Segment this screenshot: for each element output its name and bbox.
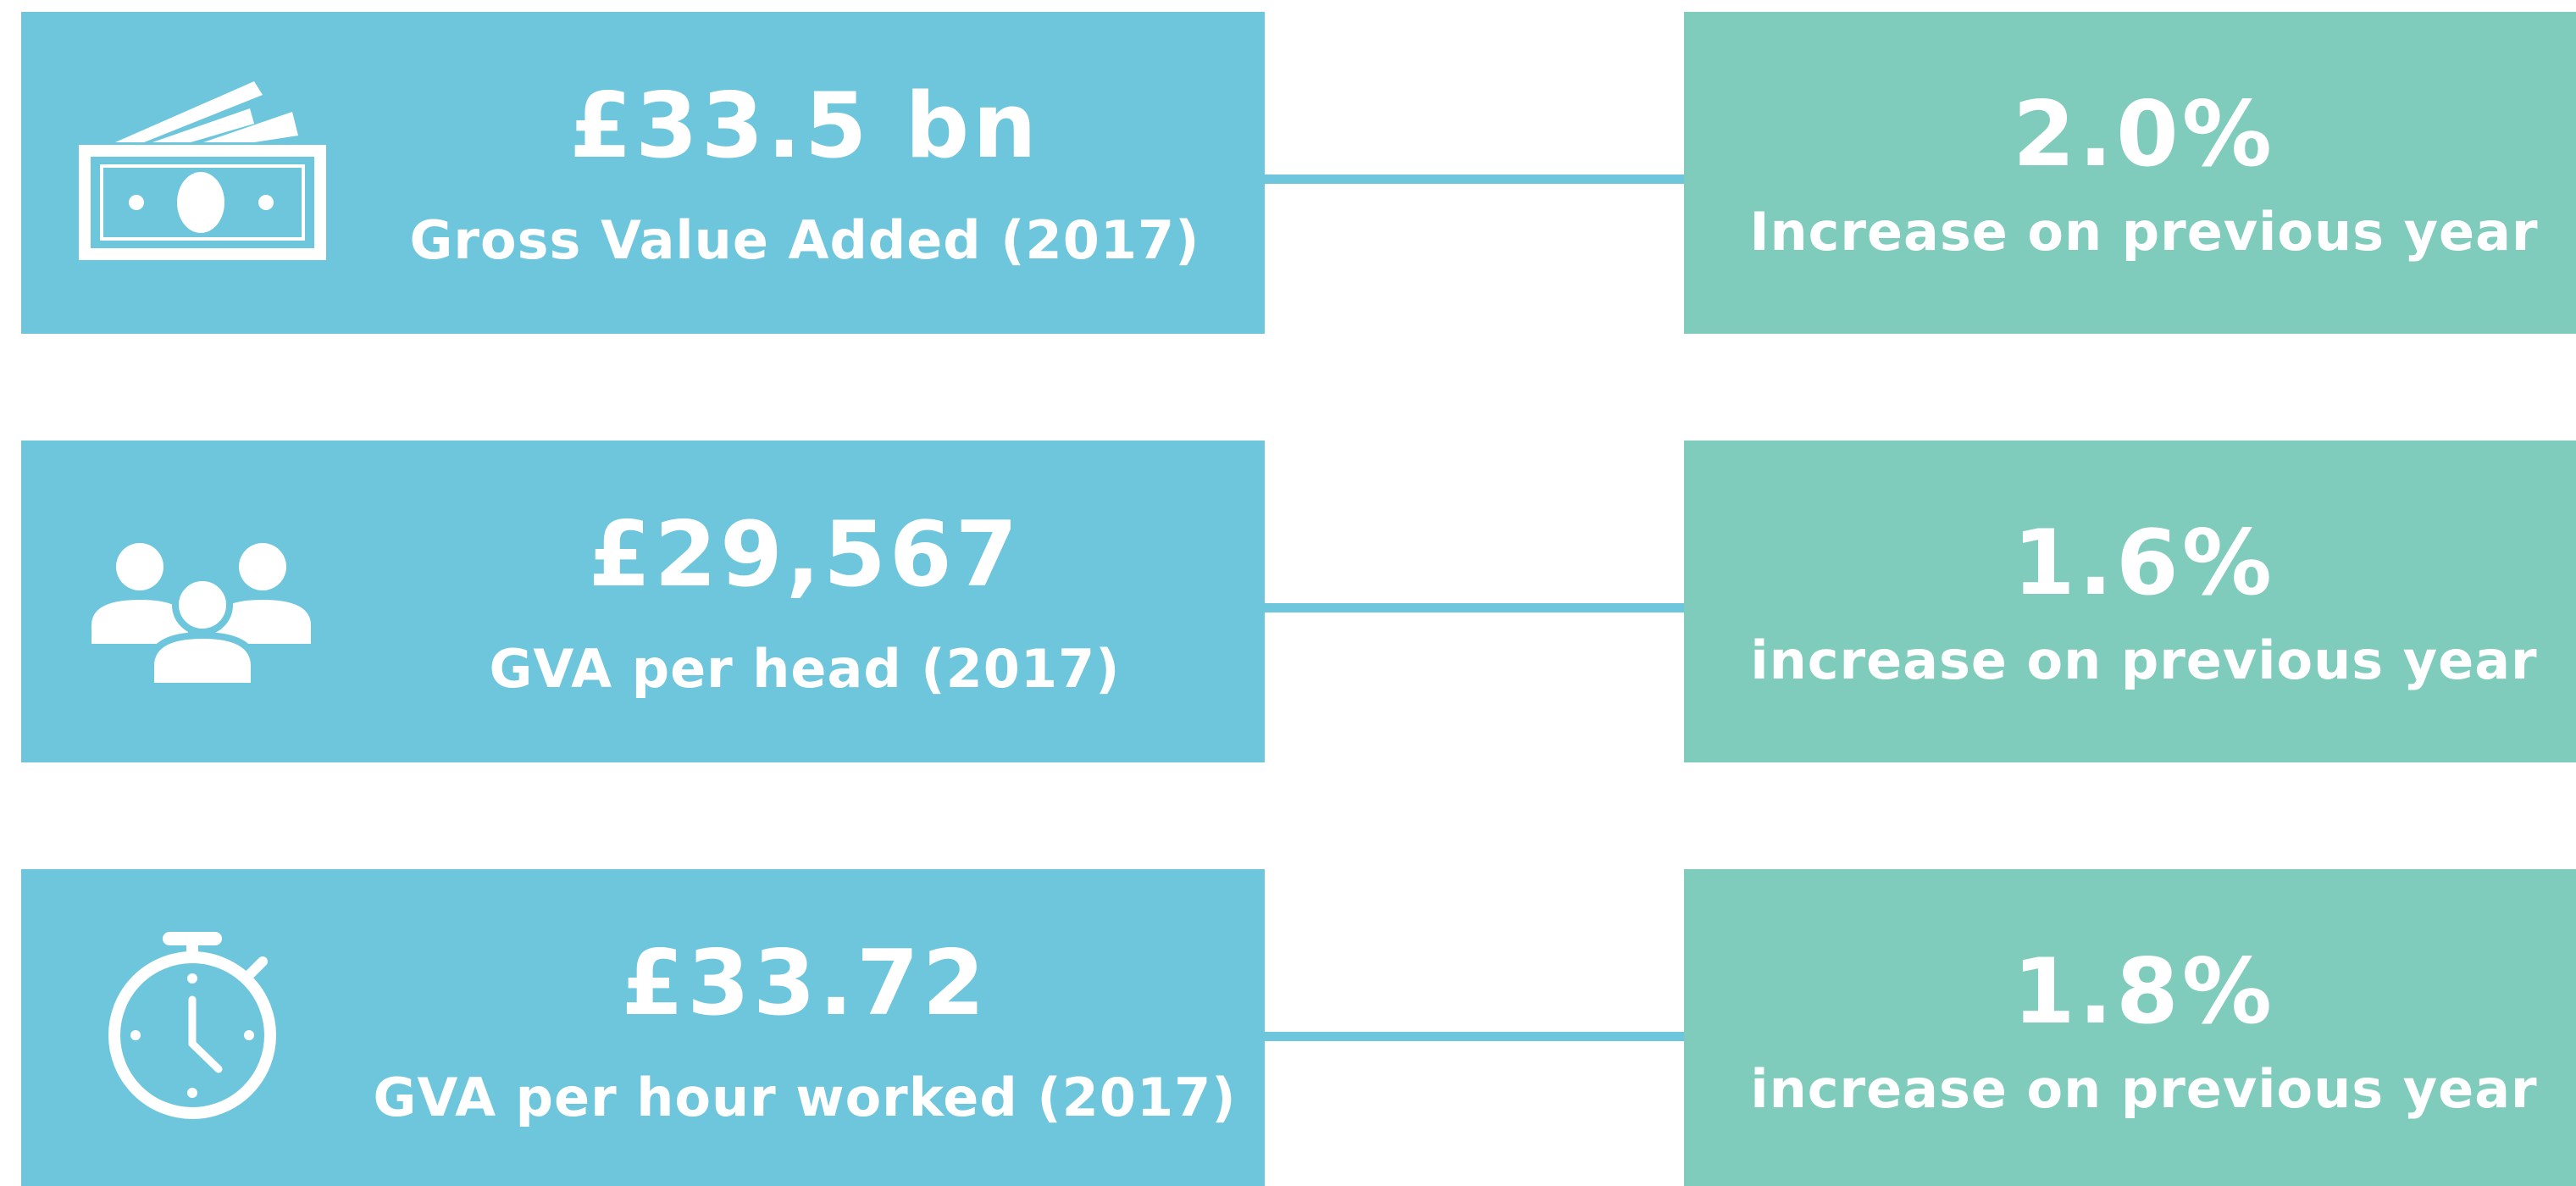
- rows: £33.5 bn Gross Value Added (2017) 2.0% Incr…: [21, 12, 2576, 1186]
- label: Gross Value Added (2017): [410, 209, 1200, 271]
- value: £33.72: [621, 931, 988, 1035]
- value-box: [21, 869, 1265, 1186]
- change-box: [1684, 869, 2576, 1186]
- value: £33.5 bn: [569, 74, 1040, 178]
- people-icon: [91, 543, 311, 690]
- change-box: [1684, 12, 2576, 334]
- connector: [1262, 603, 1686, 612]
- change-box: [1684, 441, 2576, 762]
- value: £29,567: [589, 502, 1022, 607]
- change-label: Increase on previous year: [1749, 201, 2538, 263]
- label: GVA per head (2017): [489, 638, 1120, 700]
- change: 1.8%: [2013, 939, 2275, 1044]
- connector: [1262, 175, 1686, 184]
- value-box: [21, 12, 1265, 334]
- change-label: increase on previous year: [1750, 1058, 2537, 1120]
- label: GVA per hour worked (2017): [373, 1067, 1236, 1128]
- stopwatch-icon: [108, 932, 276, 1119]
- change: 1.6%: [2013, 511, 2275, 615]
- change-label: increase on previous year: [1750, 629, 2537, 691]
- connector: [1262, 1032, 1686, 1041]
- money-icon: [79, 81, 326, 260]
- change: 2.0%: [2013, 82, 2275, 186]
